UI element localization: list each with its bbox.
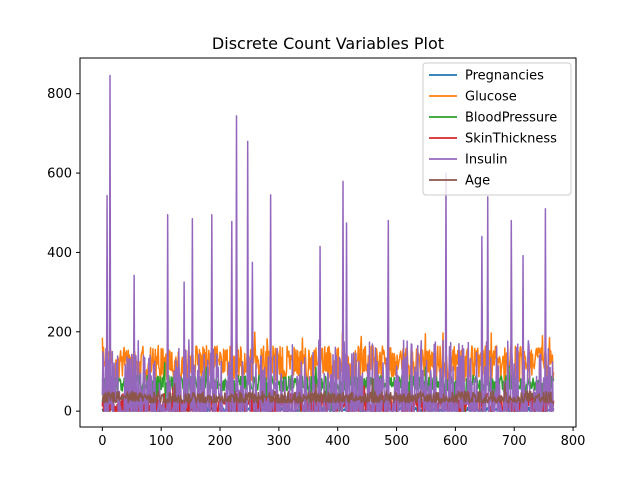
chart-title: Discrete Count Variables Plot: [212, 34, 444, 53]
y-tick-label: 200: [47, 325, 72, 340]
legend-label-bloodpressure: BloodPressure: [465, 111, 557, 126]
y-tick-label: 0: [64, 405, 72, 420]
x-tick-label: 600: [443, 434, 468, 449]
y-axis: 0 200 400 600 800: [47, 87, 80, 420]
legend-label-age: Age: [465, 174, 490, 189]
plot-lines: [101, 74, 555, 412]
x-tick-label: 100: [149, 434, 174, 449]
y-tick-label: 600: [47, 167, 72, 182]
legend-label-pregnancies: Pregnancies: [465, 69, 544, 84]
series-line-age: [101, 378, 555, 404]
x-tick-label: 300: [266, 434, 291, 449]
y-tick-label: 400: [47, 246, 72, 261]
legend-label-skinthickness: SkinThickness: [465, 132, 557, 147]
y-tick-label: 800: [47, 87, 72, 102]
x-tick-label: 700: [502, 434, 527, 449]
x-axis: 0 100 200 300 400 500 600 700 800: [98, 427, 585, 449]
legend-label-insulin: Insulin: [465, 153, 508, 168]
x-tick-label: 0: [98, 434, 106, 449]
x-tick-label: 800: [561, 434, 586, 449]
legend-box: [422, 62, 572, 196]
x-tick-label: 200: [208, 434, 233, 449]
x-tick-label: 500: [384, 434, 409, 449]
series-line-insulin: [101, 74, 555, 412]
axes-frame: [79, 57, 577, 428]
legend: Pregnancies Glucose BloodPressure SkinThick…: [422, 62, 572, 196]
x-tick-label: 400: [325, 434, 350, 449]
legend-label-glucose: Glucose: [465, 90, 517, 105]
